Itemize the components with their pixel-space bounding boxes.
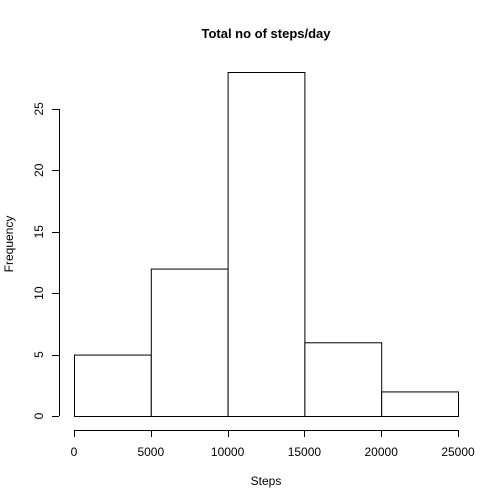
y-tick-label-2: 10 xyxy=(32,286,46,300)
bar-2 xyxy=(228,73,305,417)
x-axis: 0 5000 10000 15000 20000 25000 xyxy=(71,430,475,459)
x-tick-label-3: 15000 xyxy=(288,445,322,459)
y-axis: 0 5 10 15 20 25 xyxy=(32,102,60,419)
chart-title: Total no of steps/day xyxy=(201,26,331,41)
bar-1 xyxy=(151,269,228,416)
x-tick-label-0: 0 xyxy=(71,445,78,459)
x-tick-label-2: 10000 xyxy=(211,445,245,459)
y-axis-label: Frequency xyxy=(2,216,16,273)
y-tick-label-3: 15 xyxy=(32,225,46,239)
bars-group xyxy=(75,73,459,417)
bar-0 xyxy=(75,355,152,416)
x-axis-label: Steps xyxy=(251,474,282,488)
bar-3 xyxy=(305,343,382,417)
x-tick-label-4: 20000 xyxy=(365,445,399,459)
x-tick-label-5: 25000 xyxy=(441,445,475,459)
y-tick-label-5: 25 xyxy=(32,102,46,116)
bar-4 xyxy=(382,392,459,417)
y-tick-label-4: 20 xyxy=(32,163,46,177)
y-tick-label-1: 5 xyxy=(32,351,46,358)
x-tick-label-1: 5000 xyxy=(137,445,164,459)
y-tick-label-0: 0 xyxy=(32,412,46,419)
